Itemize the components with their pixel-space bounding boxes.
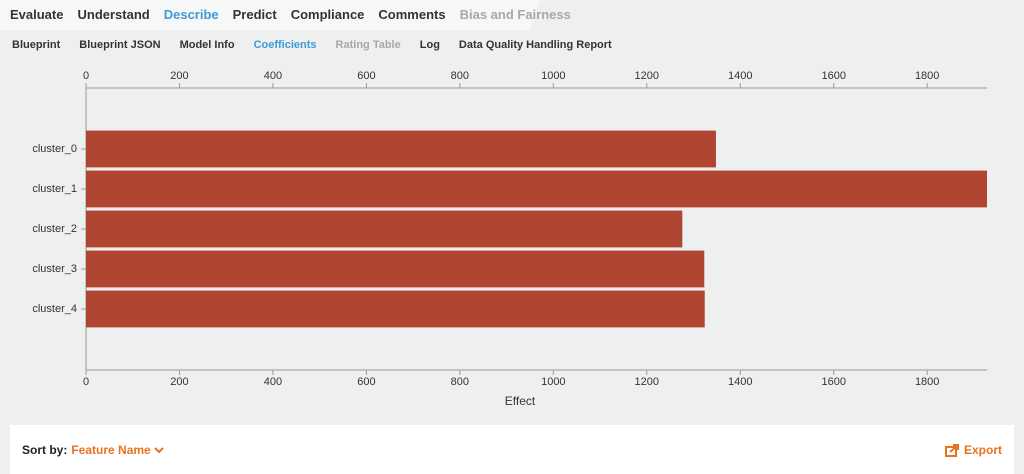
x-tick-label-bottom: 1000	[541, 376, 565, 388]
tab[interactable]: Describe	[163, 7, 219, 22]
x-tick-label-bottom: 1600	[821, 376, 845, 388]
tab[interactable]: Understand	[77, 7, 150, 22]
bar	[86, 170, 987, 208]
x-tick-label-top: 1200	[635, 70, 659, 82]
chart: Effect 0 0 200 200 400 400 600 600 800 800 1000 100…	[32, 70, 987, 408]
x-tick-label-bottom: 0	[83, 376, 89, 388]
x-tick-label-top: 200	[170, 70, 188, 82]
y-tick-label: cluster_1	[32, 183, 77, 195]
subtab[interactable]: Blueprint	[12, 39, 61, 51]
x-tick-label-bottom: 1200	[635, 376, 659, 388]
x-tick-label-bottom: 800	[451, 376, 469, 388]
export-label: Export	[963, 443, 1002, 457]
x-tick-label-bottom: 200	[170, 376, 188, 388]
x-tick-label-top: 600	[357, 70, 375, 82]
x-tick-label-bottom: 400	[264, 376, 282, 388]
sort-label: Sort by:	[22, 443, 68, 457]
subtab[interactable]: Log	[419, 39, 440, 51]
export-icon	[944, 443, 959, 457]
x-tick-label-top: 1400	[728, 70, 752, 82]
tab[interactable]: Bias and Fairness	[459, 7, 571, 22]
x-tick-label-top: 1000	[541, 70, 565, 82]
y-tick-label: cluster_2	[32, 223, 77, 235]
bar	[86, 250, 705, 288]
y-tick-label: cluster_0	[32, 143, 77, 155]
sort[interactable]: Sort by: Feature Name	[22, 443, 164, 457]
tab[interactable]: Comments	[378, 7, 446, 22]
x-tick-label-top: 1600	[821, 70, 845, 82]
subtab[interactable]: Data Quality Handling Report	[458, 39, 612, 51]
x-tick-label-bottom: 1400	[728, 376, 752, 388]
bar	[86, 210, 683, 248]
y-tick-label: cluster_3	[32, 263, 77, 275]
sort-value[interactable]: Feature Name	[71, 443, 151, 457]
subtabs: Blueprint Blueprint JSON Model Info Coeffic…	[12, 39, 612, 51]
bar	[86, 130, 716, 168]
x-tick-label-top: 800	[451, 70, 469, 82]
tabs: Evaluate Understand Describe Predict Complia…	[10, 7, 571, 22]
subtab[interactable]: Model Info	[179, 39, 235, 51]
tab[interactable]: Evaluate	[10, 7, 64, 22]
subtab[interactable]: Rating Table	[335, 39, 401, 51]
bar	[86, 290, 705, 328]
x-tick-label-top: 0	[83, 70, 89, 82]
tab[interactable]: Compliance	[290, 7, 365, 22]
subtab[interactable]: Blueprint JSON	[79, 39, 161, 51]
footer: Sort by: Feature Name Export	[10, 425, 1014, 474]
tab[interactable]: Predict	[232, 7, 277, 22]
x-axis-title: Effect	[505, 394, 536, 408]
tab-bar	[0, 0, 540, 30]
x-tick-label-bottom: 1800	[915, 376, 939, 388]
x-tick-label-top: 400	[264, 70, 282, 82]
subtab[interactable]: Coefficients	[253, 39, 317, 51]
y-tick-label: cluster_4	[32, 303, 77, 315]
x-tick-label-top: 1800	[915, 70, 939, 82]
x-tick-label-bottom: 600	[357, 376, 375, 388]
chevron-icon	[154, 447, 164, 454]
export-button[interactable]: Export	[944, 443, 1002, 457]
